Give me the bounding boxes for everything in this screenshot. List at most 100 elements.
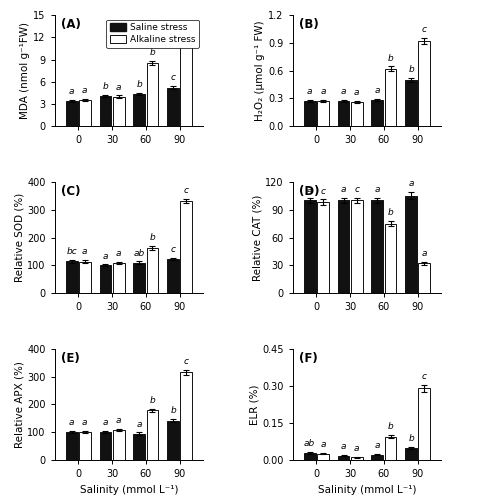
Bar — [100, 432, 112, 460]
Text: c: c — [184, 186, 189, 194]
Text: a: a — [374, 184, 380, 194]
Bar — [146, 63, 158, 126]
Text: (B): (B) — [299, 18, 318, 32]
Text: bc: bc — [66, 247, 77, 256]
Text: (D): (D) — [299, 185, 319, 198]
Text: (F): (F) — [299, 352, 317, 365]
Text: c: c — [171, 245, 176, 254]
Bar — [113, 430, 124, 460]
Text: a: a — [69, 418, 74, 427]
Bar — [181, 372, 192, 460]
Legend: Saline stress, Alkaline stress: Saline stress, Alkaline stress — [106, 20, 199, 48]
Text: b: b — [103, 82, 108, 91]
Text: b: b — [408, 65, 414, 74]
X-axis label: Salinity (mmol L⁻¹): Salinity (mmol L⁻¹) — [80, 484, 178, 494]
Text: c: c — [184, 356, 189, 366]
Bar — [146, 248, 158, 293]
Text: (E): (E) — [61, 352, 79, 365]
Bar — [133, 94, 145, 126]
Text: a: a — [136, 420, 142, 428]
Bar — [338, 101, 350, 126]
Text: a: a — [82, 418, 88, 427]
Bar — [419, 264, 430, 293]
Bar — [372, 100, 383, 126]
Bar — [65, 432, 77, 460]
Bar — [167, 420, 179, 460]
Y-axis label: H₂O₂ (μmol g⁻¹ FW): H₂O₂ (μmol g⁻¹ FW) — [255, 20, 265, 121]
Text: b: b — [388, 422, 393, 430]
Text: a: a — [341, 442, 346, 451]
Text: a: a — [307, 86, 312, 96]
Bar — [317, 101, 329, 126]
Bar — [79, 100, 91, 126]
Text: (C): (C) — [61, 185, 80, 198]
Y-axis label: Relative CAT (%): Relative CAT (%) — [252, 194, 262, 280]
Text: a: a — [374, 86, 380, 96]
Text: a: a — [341, 87, 346, 96]
Text: b: b — [408, 434, 414, 444]
Bar — [338, 456, 350, 460]
Text: a: a — [82, 86, 88, 96]
Text: a: a — [422, 248, 427, 258]
Bar — [79, 262, 91, 293]
Text: b: b — [150, 233, 155, 242]
Text: a: a — [320, 440, 326, 449]
Text: a: a — [408, 179, 414, 188]
Bar — [304, 101, 315, 126]
Bar — [167, 88, 179, 126]
Bar — [181, 36, 192, 126]
Bar — [65, 101, 77, 126]
Bar — [79, 432, 91, 460]
Text: a: a — [103, 252, 108, 260]
Text: c: c — [320, 186, 325, 196]
X-axis label: Salinity (mmol L⁻¹): Salinity (mmol L⁻¹) — [318, 484, 416, 494]
Bar — [181, 201, 192, 293]
Text: a: a — [116, 416, 122, 425]
Bar — [384, 69, 396, 126]
Y-axis label: Relative SOD (%): Relative SOD (%) — [14, 193, 24, 282]
Text: ab: ab — [133, 248, 145, 258]
Text: c: c — [354, 184, 359, 194]
Bar — [372, 454, 383, 460]
Text: c: c — [422, 26, 427, 35]
Bar — [351, 457, 363, 460]
Y-axis label: ELR (%): ELR (%) — [249, 384, 259, 424]
Text: a: a — [341, 184, 346, 194]
Text: a: a — [103, 418, 108, 427]
Text: a: a — [374, 441, 380, 450]
Bar — [351, 102, 363, 126]
Bar — [317, 202, 329, 293]
Bar — [405, 80, 417, 126]
Bar — [100, 96, 112, 126]
Bar — [133, 262, 145, 293]
Bar — [100, 266, 112, 293]
Bar — [419, 388, 430, 460]
Text: c: c — [184, 21, 189, 30]
Text: b: b — [388, 54, 393, 62]
Text: b: b — [136, 80, 142, 90]
Bar — [113, 263, 124, 293]
Text: a: a — [69, 87, 74, 96]
Bar — [146, 410, 158, 460]
Y-axis label: Relative APX (%): Relative APX (%) — [14, 361, 24, 448]
Text: a: a — [116, 82, 122, 92]
Bar — [317, 454, 329, 460]
Bar — [338, 200, 350, 293]
Text: a: a — [307, 184, 312, 194]
Bar — [113, 96, 124, 126]
Text: a: a — [354, 444, 360, 452]
Bar — [133, 434, 145, 460]
Bar — [384, 436, 396, 460]
Y-axis label: MDA (nmol g⁻¹FW): MDA (nmol g⁻¹FW) — [20, 22, 30, 119]
Text: b: b — [388, 208, 393, 217]
Text: a: a — [320, 86, 326, 96]
Text: b: b — [170, 406, 176, 415]
Bar — [304, 200, 315, 293]
Bar — [167, 259, 179, 293]
Bar — [384, 224, 396, 293]
Text: c: c — [422, 372, 427, 380]
Bar — [351, 200, 363, 293]
Bar — [372, 200, 383, 293]
Bar — [65, 261, 77, 293]
Text: a: a — [116, 249, 122, 258]
